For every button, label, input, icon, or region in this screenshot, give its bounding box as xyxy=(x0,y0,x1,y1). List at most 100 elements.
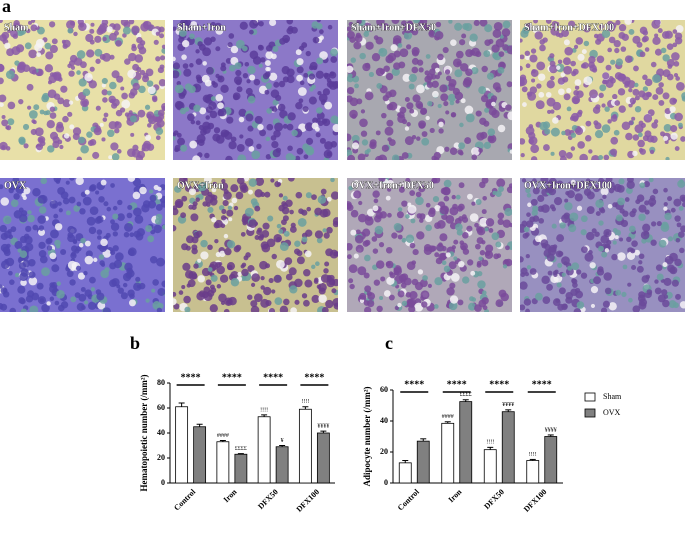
cell xyxy=(133,31,138,36)
cell xyxy=(419,279,428,288)
cell xyxy=(474,222,479,228)
x-tick-label: DFX100 xyxy=(295,487,321,513)
cell xyxy=(255,178,265,186)
cell xyxy=(381,144,389,152)
cell xyxy=(49,252,57,260)
cell xyxy=(405,178,411,183)
cell xyxy=(354,83,359,89)
cell xyxy=(143,140,151,149)
cell xyxy=(439,205,449,215)
cell xyxy=(271,289,276,294)
significance-label: #### xyxy=(442,414,454,420)
cell xyxy=(667,236,674,242)
cell xyxy=(157,287,165,296)
cell xyxy=(669,106,676,113)
cell xyxy=(604,287,612,295)
cell xyxy=(350,229,357,236)
cell xyxy=(406,44,412,50)
cell xyxy=(575,37,584,45)
cell xyxy=(264,71,271,78)
cell xyxy=(379,295,384,301)
cell xyxy=(160,55,165,61)
cell xyxy=(9,307,16,312)
y-tick-label: 20 xyxy=(380,447,388,456)
cell xyxy=(675,82,685,91)
x-tick-label: Control xyxy=(396,487,422,513)
cell xyxy=(186,27,191,32)
cell xyxy=(282,215,289,222)
cell xyxy=(591,228,597,234)
cell xyxy=(332,123,338,133)
cell xyxy=(207,206,214,214)
cell xyxy=(656,221,662,227)
cell xyxy=(615,20,621,26)
cell xyxy=(434,30,444,40)
cell xyxy=(156,119,165,128)
cell xyxy=(52,203,57,208)
cell xyxy=(471,147,480,156)
cell xyxy=(561,29,569,37)
cell xyxy=(679,301,685,309)
cell xyxy=(492,190,497,196)
cell xyxy=(396,211,404,219)
cell xyxy=(104,267,110,273)
cell xyxy=(200,239,208,248)
cell xyxy=(320,188,327,195)
cell xyxy=(281,66,290,75)
cell xyxy=(219,274,229,283)
cell xyxy=(450,39,457,46)
cell xyxy=(117,287,124,294)
cell xyxy=(401,237,407,243)
cell xyxy=(333,251,338,257)
cell xyxy=(318,294,327,303)
cell xyxy=(363,31,370,37)
cell xyxy=(296,147,304,155)
cell xyxy=(80,144,89,154)
cell xyxy=(538,91,545,98)
cell xyxy=(206,66,214,75)
cell xyxy=(632,150,638,157)
cell xyxy=(431,80,439,88)
cell xyxy=(272,45,279,53)
cell xyxy=(266,123,274,131)
cell xyxy=(18,138,26,145)
cell xyxy=(156,307,163,312)
cell xyxy=(375,260,385,269)
cell xyxy=(24,42,32,50)
cell xyxy=(357,153,366,160)
cell xyxy=(642,30,649,36)
cell xyxy=(122,26,131,35)
cell xyxy=(315,70,324,79)
cell xyxy=(303,268,311,277)
cell xyxy=(601,124,611,133)
cell xyxy=(658,82,664,88)
cell xyxy=(447,93,456,102)
cell xyxy=(528,136,538,146)
cell xyxy=(371,236,378,242)
cell xyxy=(596,55,605,64)
cell xyxy=(663,123,672,132)
cell xyxy=(435,257,443,265)
cell xyxy=(459,240,465,246)
cell xyxy=(508,183,512,189)
cell xyxy=(220,65,227,72)
cell xyxy=(627,282,632,287)
cell xyxy=(501,28,511,37)
cell xyxy=(249,74,256,81)
cell xyxy=(581,49,587,55)
cell xyxy=(173,70,180,79)
cell xyxy=(173,298,177,306)
cell xyxy=(644,47,650,52)
cell xyxy=(33,104,40,111)
cell xyxy=(72,132,80,141)
cell xyxy=(113,23,121,31)
cell xyxy=(196,134,206,144)
cell xyxy=(185,245,191,251)
cell xyxy=(161,47,165,54)
cell xyxy=(438,121,444,128)
cell xyxy=(391,20,400,25)
cell xyxy=(655,264,663,272)
cell xyxy=(326,80,334,88)
cell xyxy=(303,299,310,307)
cell xyxy=(353,190,362,199)
